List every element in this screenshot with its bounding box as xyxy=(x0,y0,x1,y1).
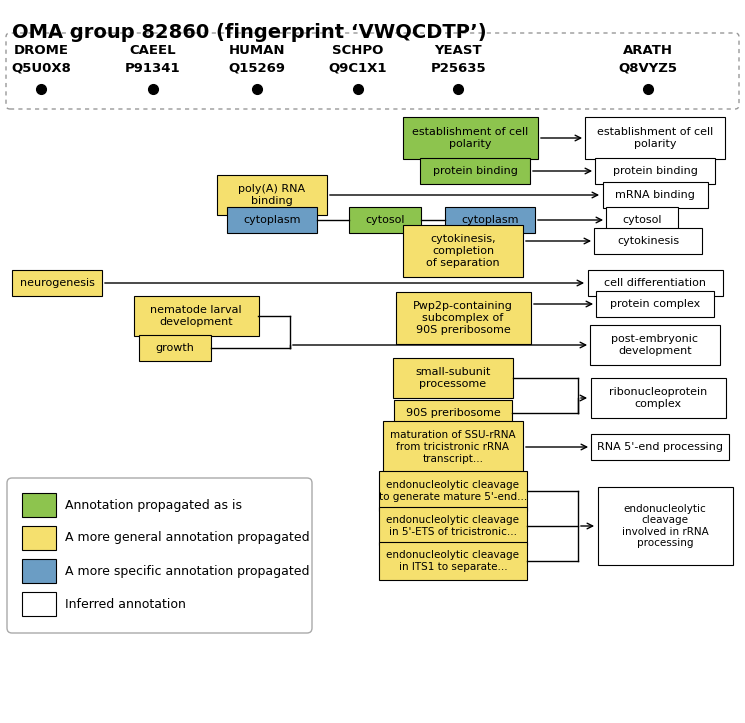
Text: endonucleolytic cleavage
in ITS1 to separate...: endonucleolytic cleavage in ITS1 to sepa… xyxy=(387,550,519,572)
Text: Pwp2p-containing
subcomplex of
90S preribosome: Pwp2p-containing subcomplex of 90S preri… xyxy=(413,301,513,335)
Text: 90S preribosome: 90S preribosome xyxy=(405,408,501,418)
FancyBboxPatch shape xyxy=(379,507,527,545)
FancyBboxPatch shape xyxy=(596,291,714,317)
FancyBboxPatch shape xyxy=(591,434,729,460)
Text: Inferred annotation: Inferred annotation xyxy=(65,597,186,610)
Text: Annotation propagated as is: Annotation propagated as is xyxy=(65,498,242,511)
FancyBboxPatch shape xyxy=(139,335,211,361)
FancyBboxPatch shape xyxy=(7,478,312,633)
FancyBboxPatch shape xyxy=(597,487,732,565)
FancyBboxPatch shape xyxy=(590,325,720,365)
Text: YEAST: YEAST xyxy=(434,45,482,58)
FancyBboxPatch shape xyxy=(396,292,530,344)
Text: cytoplasm: cytoplasm xyxy=(244,215,301,225)
Text: protein binding: protein binding xyxy=(433,166,518,176)
FancyBboxPatch shape xyxy=(393,358,513,398)
FancyBboxPatch shape xyxy=(6,33,739,109)
Text: mRNA binding: mRNA binding xyxy=(615,190,695,200)
Text: Q5U0X8: Q5U0X8 xyxy=(11,61,71,74)
FancyBboxPatch shape xyxy=(22,526,56,550)
Text: endonucleolytic
cleavage
involved in rRNA
processing: endonucleolytic cleavage involved in rRN… xyxy=(621,504,708,549)
Text: protein complex: protein complex xyxy=(610,299,700,309)
Text: DROME: DROME xyxy=(13,45,69,58)
FancyBboxPatch shape xyxy=(603,182,708,208)
FancyBboxPatch shape xyxy=(217,175,327,215)
Text: maturation of SSU-rRNA
from tricistronic rRNA
transcript...: maturation of SSU-rRNA from tricistronic… xyxy=(390,430,516,463)
FancyBboxPatch shape xyxy=(445,207,535,233)
FancyBboxPatch shape xyxy=(12,270,102,296)
FancyBboxPatch shape xyxy=(588,270,723,296)
FancyBboxPatch shape xyxy=(595,158,715,184)
FancyBboxPatch shape xyxy=(403,225,523,277)
Text: P91341: P91341 xyxy=(125,61,180,74)
FancyBboxPatch shape xyxy=(606,207,678,233)
Text: post-embryonic
development: post-embryonic development xyxy=(612,334,699,356)
FancyBboxPatch shape xyxy=(133,296,259,336)
Text: CAEEL: CAEEL xyxy=(130,45,176,58)
FancyBboxPatch shape xyxy=(379,471,527,511)
Text: cytokinesis: cytokinesis xyxy=(617,236,679,246)
FancyBboxPatch shape xyxy=(22,493,56,517)
Text: A more general annotation propagated: A more general annotation propagated xyxy=(65,531,310,544)
Text: ARATH: ARATH xyxy=(623,45,673,58)
Text: establishment of cell
polarity: establishment of cell polarity xyxy=(412,127,528,149)
Text: cytoplasm: cytoplasm xyxy=(461,215,519,225)
FancyBboxPatch shape xyxy=(420,158,530,184)
FancyBboxPatch shape xyxy=(379,542,527,580)
Text: nematode larval
development: nematode larval development xyxy=(150,305,242,327)
FancyBboxPatch shape xyxy=(22,592,56,616)
Text: Q8VYZ5: Q8VYZ5 xyxy=(618,61,678,74)
Text: endonucleolytic cleavage
in 5'-ETS of tricistronic...: endonucleolytic cleavage in 5'-ETS of tr… xyxy=(387,515,519,536)
Text: poly(A) RNA
binding: poly(A) RNA binding xyxy=(238,184,305,206)
Text: establishment of cell
polarity: establishment of cell polarity xyxy=(597,127,713,149)
Text: protein binding: protein binding xyxy=(612,166,697,176)
Text: ribonucleoprotein
complex: ribonucleoprotein complex xyxy=(609,388,707,408)
FancyBboxPatch shape xyxy=(591,378,726,418)
FancyBboxPatch shape xyxy=(383,421,523,473)
FancyBboxPatch shape xyxy=(227,207,317,233)
FancyBboxPatch shape xyxy=(349,207,421,233)
Text: cytosol: cytosol xyxy=(622,215,662,225)
Text: A more specific annotation propagated: A more specific annotation propagated xyxy=(65,565,309,578)
Text: Q9C1X1: Q9C1X1 xyxy=(329,61,387,74)
Text: cell differentiation: cell differentiation xyxy=(604,278,706,288)
Text: HUMAN: HUMAN xyxy=(229,45,285,58)
Text: Q15269: Q15269 xyxy=(229,61,285,74)
Text: SCHPO: SCHPO xyxy=(332,45,383,58)
Text: RNA 5'-end processing: RNA 5'-end processing xyxy=(597,442,723,452)
Text: growth: growth xyxy=(156,343,194,353)
FancyBboxPatch shape xyxy=(594,228,702,254)
FancyBboxPatch shape xyxy=(22,559,56,583)
Text: neurogenesis: neurogenesis xyxy=(19,278,95,288)
Text: P25635: P25635 xyxy=(431,61,486,74)
Text: endonucleolytic cleavage
to generate mature 5'-end...: endonucleolytic cleavage to generate mat… xyxy=(379,480,527,502)
Text: cytokinesis,
completion
of separation: cytokinesis, completion of separation xyxy=(426,234,500,268)
FancyBboxPatch shape xyxy=(585,117,725,159)
Text: small-subunit
processome: small-subunit processome xyxy=(415,367,491,389)
FancyBboxPatch shape xyxy=(402,117,537,159)
Text: OMA group 82860 (fingerprint ‘VWQCDTP’): OMA group 82860 (fingerprint ‘VWQCDTP’) xyxy=(12,23,486,42)
FancyBboxPatch shape xyxy=(394,400,512,426)
Text: cytosol: cytosol xyxy=(365,215,405,225)
